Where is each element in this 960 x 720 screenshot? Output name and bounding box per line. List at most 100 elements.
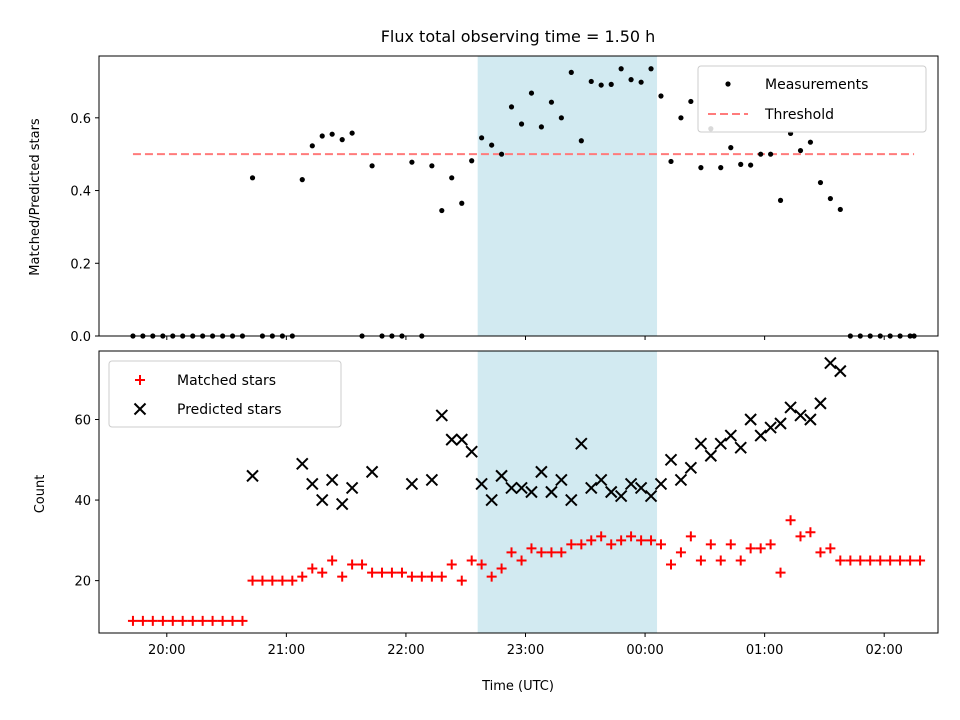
- matched-star-point: [915, 555, 926, 566]
- top-y-tick-label: 0.0: [70, 330, 91, 345]
- predicted-star-point: [744, 413, 757, 426]
- matched-star-point: [237, 615, 248, 626]
- measurement-point: [638, 79, 644, 85]
- count-points: [127, 356, 926, 626]
- matched-star-point: [307, 563, 318, 574]
- measurement-point: [628, 77, 634, 83]
- measurement-point: [598, 82, 604, 88]
- measurement-point: [469, 158, 475, 164]
- matched-star-point: [895, 555, 906, 566]
- measurement-points: [130, 66, 917, 339]
- legend-box: [108, 360, 342, 428]
- measurement-point: [698, 165, 704, 171]
- predicted-star-point: [794, 409, 807, 422]
- matched-star-point: [795, 531, 806, 542]
- predicted-star-point: [764, 421, 777, 434]
- predicted-star-point: [575, 437, 588, 450]
- top-legend: Measurements Threshold: [697, 65, 927, 133]
- highlight-band: [477, 351, 658, 633]
- predicted-star-point: [555, 473, 568, 487]
- matched-star-point: [596, 531, 607, 542]
- matched-star-point: [187, 615, 198, 626]
- matched-star-point: [267, 575, 278, 586]
- legend-threshold-label: Threshold: [764, 107, 834, 123]
- measurement-point: [588, 78, 594, 85]
- legend-measurement-marker: [725, 81, 731, 87]
- measurement-point: [837, 206, 843, 213]
- matched-star-point: [616, 535, 627, 546]
- matched-star-point: [506, 547, 517, 558]
- legend-matched-label: Matched stars: [177, 373, 276, 389]
- predicted-star-point: [804, 413, 817, 426]
- x-tick-label: 23:00: [507, 643, 544, 658]
- matched-star-point: [685, 531, 696, 542]
- predicted-star-point: [834, 364, 847, 378]
- matched-star-point: [865, 555, 876, 566]
- matched-star-point: [536, 547, 547, 558]
- matched-star-point: [675, 547, 686, 558]
- x-tick-label: 21:00: [268, 643, 305, 658]
- measurement-point: [568, 69, 574, 75]
- predicted-star-point: [475, 477, 488, 491]
- predicted-star-point: [495, 469, 508, 483]
- matched-star-point: [446, 559, 457, 570]
- measurement-point: [319, 133, 325, 139]
- matched-star-point: [167, 615, 178, 626]
- measurement-point: [518, 121, 525, 127]
- predicted-star-point: [684, 461, 698, 475]
- matched-star-point: [466, 555, 477, 566]
- measurement-point: [718, 165, 724, 171]
- measurement-point: [648, 66, 654, 72]
- matched-star-point: [775, 567, 786, 578]
- top-panel: 0.0 0.2 0.4 0.6 Matched/Predicted stars Mea…: [28, 55, 939, 345]
- matched-star-point: [646, 535, 657, 546]
- matched-star-point: [137, 615, 148, 626]
- predicted-star-point: [465, 445, 478, 458]
- top-y-tick-label: 0.4: [70, 185, 91, 200]
- matched-star-point: [396, 567, 407, 578]
- predicted-star-point: [774, 417, 787, 430]
- predicted-star-point: [505, 481, 518, 495]
- predicted-star-point: [814, 397, 827, 410]
- matched-star-point: [147, 615, 158, 626]
- matched-star-point: [436, 571, 447, 582]
- matched-star-point: [556, 547, 567, 558]
- predicted-star-point: [445, 433, 458, 446]
- measurement-point: [608, 81, 614, 87]
- measurement-point: [459, 200, 465, 206]
- matched-star-point: [655, 539, 666, 550]
- matched-star-point: [207, 615, 218, 626]
- matched-star-point: [177, 615, 188, 626]
- matched-star-point: [287, 575, 298, 586]
- predicted-star-point: [654, 477, 668, 491]
- matched-star-point: [327, 555, 338, 566]
- predicted-star-point: [515, 481, 528, 495]
- x-tick-label: 22:00: [387, 643, 424, 658]
- matched-star-point: [277, 575, 288, 586]
- matched-star-point: [476, 559, 487, 570]
- matched-star-point: [347, 559, 358, 570]
- matched-star-point: [386, 567, 397, 578]
- measurement-point: [827, 195, 833, 202]
- legend-box: [697, 65, 927, 133]
- predicted-star-point: [644, 489, 658, 503]
- predicted-star-point: [535, 465, 548, 479]
- predicted-star-point: [545, 485, 558, 499]
- measurement-point: [439, 207, 445, 214]
- predicted-star-point: [614, 489, 628, 503]
- matched-star-point: [227, 615, 238, 626]
- matched-star-point: [606, 539, 617, 550]
- top-y-axis-label: Matched/Predicted stars: [28, 118, 43, 276]
- matched-star-point: [426, 571, 437, 582]
- top-axes: 0.0 0.2 0.4 0.6: [70, 55, 939, 345]
- measurement-point: [658, 93, 664, 99]
- measurement-point: [489, 142, 495, 148]
- bottom-frame: [98, 350, 939, 634]
- bottom-highlight-band: [477, 351, 658, 633]
- predicted-star-point: [246, 469, 259, 483]
- predicted-star-point: [594, 473, 608, 487]
- measurement-point: [429, 163, 435, 169]
- matched-star-point: [835, 555, 846, 566]
- predicted-star-point: [425, 473, 439, 487]
